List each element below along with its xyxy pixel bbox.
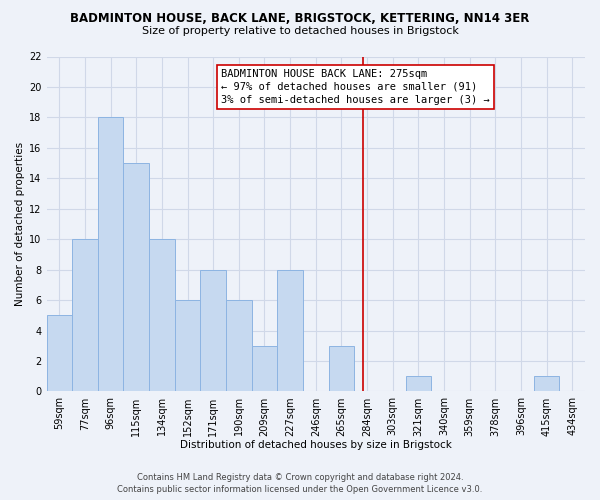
Text: Size of property relative to detached houses in Brigstock: Size of property relative to detached ho…	[142, 26, 458, 36]
Bar	[47, 316, 72, 392]
Bar	[98, 118, 124, 392]
Bar	[72, 239, 98, 392]
Text: BADMINTON HOUSE BACK LANE: 275sqm
← 97% of detached houses are smaller (91)
3% o: BADMINTON HOUSE BACK LANE: 275sqm ← 97% …	[221, 68, 490, 105]
Bar	[329, 346, 354, 392]
Bar	[149, 239, 175, 392]
X-axis label: Distribution of detached houses by size in Brigstock: Distribution of detached houses by size …	[180, 440, 452, 450]
Text: Contains HM Land Registry data © Crown copyright and database right 2024.
Contai: Contains HM Land Registry data © Crown c…	[118, 472, 482, 494]
Text: BADMINTON HOUSE, BACK LANE, BRIGSTOCK, KETTERING, NN14 3ER: BADMINTON HOUSE, BACK LANE, BRIGSTOCK, K…	[70, 12, 530, 26]
Bar	[200, 270, 226, 392]
Y-axis label: Number of detached properties: Number of detached properties	[15, 142, 25, 306]
Bar	[226, 300, 251, 392]
Bar	[534, 376, 559, 392]
Bar	[406, 376, 431, 392]
Bar	[124, 163, 149, 392]
Bar	[277, 270, 303, 392]
Bar	[175, 300, 200, 392]
Bar	[251, 346, 277, 392]
